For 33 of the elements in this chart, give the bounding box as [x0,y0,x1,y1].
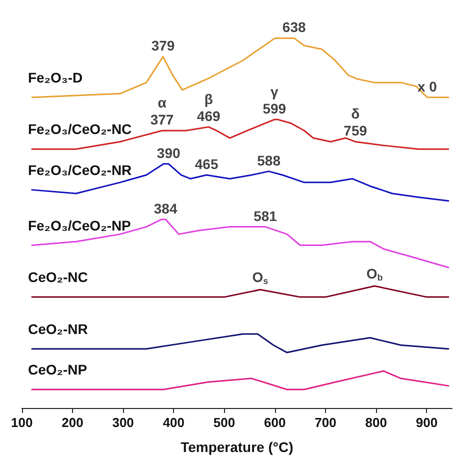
annotation: x 0 [417,78,438,94]
x-tick-label: 300 [112,415,134,430]
annotation: 581 [254,208,278,224]
series-label: CeO₂-NR [28,320,88,337]
x-tick-label: 200 [62,415,84,430]
x-tick-label: 800 [365,415,387,430]
annotation: 379 [151,38,175,54]
annotation: 469 [196,108,220,124]
annotation: 638 [282,19,306,36]
series-label: CeO₂-NP [28,362,88,378]
annotation: 588 [257,152,281,168]
x-tick-label: 400 [162,415,185,430]
annotation: 390 [156,144,180,161]
x-tick-label: 500 [213,415,236,430]
series-label: CeO₂-NC [28,269,88,286]
series-label: Fe₂O₃/CeO₂-NR [28,162,132,178]
series-label: Fe₂O₃/CeO₂-NC [28,121,132,138]
x-tick-label: 900 [416,415,438,430]
annotation: 465 [194,156,218,172]
series-label: Fe₂O₃-D [28,69,83,86]
x-tick-label: 700 [314,415,336,430]
annotation: δ [351,106,360,122]
x-tick-label: 100 [10,415,33,430]
annotation: 384 [154,200,178,216]
annotation: α [158,94,167,111]
annotation: β [204,90,214,107]
annotation: γ [270,84,278,100]
x-tick-label: 600 [264,415,286,430]
series-label: Fe₂O₃/CeO₂-NP [28,217,131,234]
annotation: 759 [344,122,368,139]
x-axis-title: Temperature (°C) [180,439,294,455]
annotation: 377 [150,112,174,128]
annotation: 599 [262,100,286,117]
